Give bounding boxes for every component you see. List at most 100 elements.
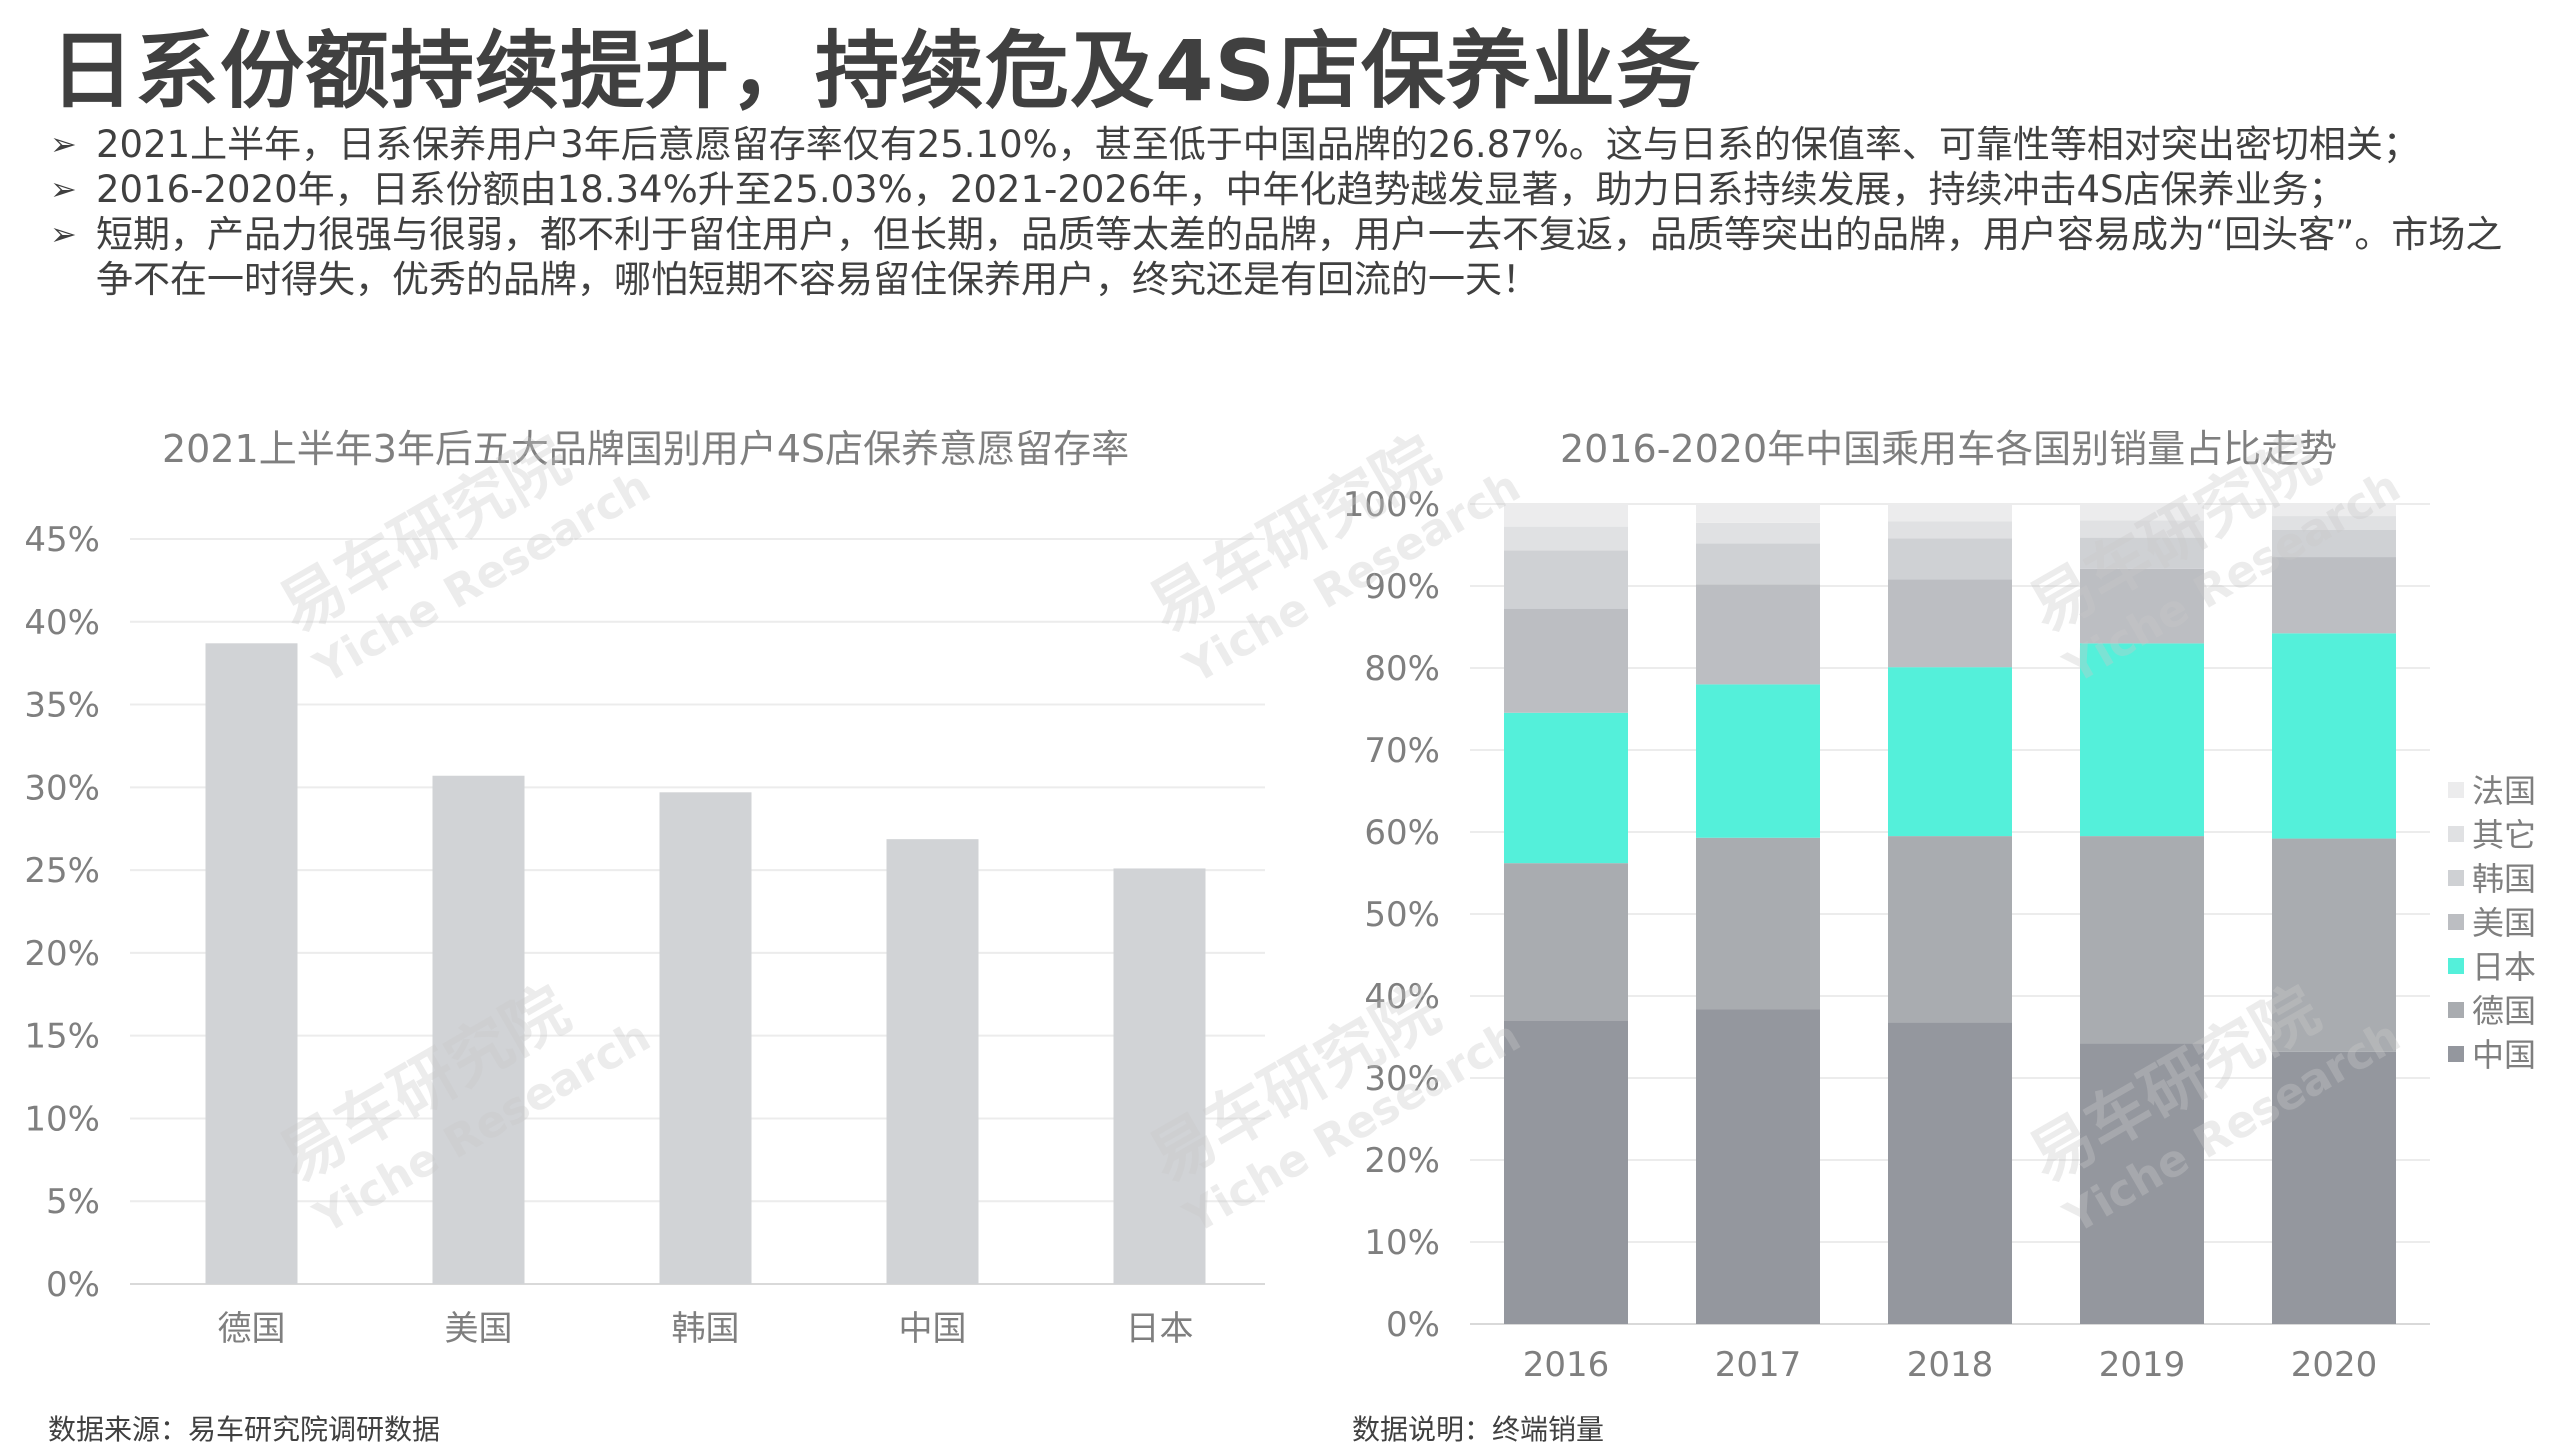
x-tick-label: 中国 xyxy=(899,1309,967,1349)
page-title: 日系份额持续提升，持续危及4S店保养业务 xyxy=(50,22,1701,120)
y-tick-label: 60% xyxy=(1364,813,1440,853)
stacked-segment xyxy=(1696,522,1820,544)
stacked-segment xyxy=(2080,504,2204,521)
stacked-segment xyxy=(1504,863,1628,1021)
stacked-segment xyxy=(2080,568,2204,644)
stacked-segment xyxy=(1696,837,1820,1010)
y-tick-label: 100% xyxy=(1343,485,1440,525)
bar xyxy=(1113,868,1206,1284)
y-tick-label: 10% xyxy=(24,1099,100,1139)
legend-label: 韩国 xyxy=(2472,860,2536,898)
stacked-segment xyxy=(1504,550,1628,609)
y-tick-label: 35% xyxy=(24,686,100,726)
x-tick-label: 2019 xyxy=(2099,1345,2186,1380)
stacked-segment xyxy=(1504,712,1628,864)
stacked-segment xyxy=(1504,608,1628,713)
stacked-segment xyxy=(2272,504,2396,517)
stacked-segment xyxy=(2272,633,2396,839)
legend-swatch xyxy=(2448,826,2464,842)
bullet-item: ➢ 2021上半年，日系保养用户3年后意愿留存率仅有25.10%，甚至低于中国品… xyxy=(50,122,2530,167)
y-tick-label: 25% xyxy=(24,851,100,891)
stacked-segment xyxy=(2272,516,2396,530)
y-tick-label: 50% xyxy=(1364,895,1440,935)
arrow-icon: ➢ xyxy=(50,215,77,253)
stacked-segment xyxy=(1696,543,1820,585)
y-tick-label: 5% xyxy=(46,1182,100,1222)
bullet-item: ➢ 短期，产品力很强与很弱，都不利于留住用户，但长期，品质等太差的品牌，用户一去… xyxy=(50,212,2530,302)
stacked-segment xyxy=(1504,1020,1628,1324)
stacked-segment xyxy=(2080,1043,2204,1324)
y-tick-label: 80% xyxy=(1364,649,1440,689)
bar xyxy=(432,775,525,1284)
stacked-segment xyxy=(1696,584,1820,685)
stacked-segment xyxy=(1504,504,1628,527)
stacked-segment xyxy=(1888,538,2012,580)
y-tick-label: 20% xyxy=(24,934,100,974)
legend-label: 中国 xyxy=(2472,1036,2536,1074)
stacked-segment xyxy=(1888,1022,2012,1324)
y-tick-label: 0% xyxy=(46,1265,100,1305)
y-tick-label: 0% xyxy=(1386,1305,1440,1345)
arrow-icon: ➢ xyxy=(50,125,77,163)
stacked-segment xyxy=(2272,1051,2396,1324)
sales-share-stacked-chart: 0% 10% 20% 30% 40% 50% 60% 70% 80% 90% 100% 2016 201… xyxy=(1343,485,2536,1380)
stacked-segment xyxy=(2080,836,2204,1044)
y-tick-label: 10% xyxy=(1364,1223,1440,1263)
y-tick-label: 30% xyxy=(24,768,100,808)
arrow-icon: ➢ xyxy=(50,170,77,208)
stacked-segment xyxy=(2272,557,2396,634)
x-tick-label: 2016 xyxy=(1523,1345,1610,1380)
legend-label: 德国 xyxy=(2472,992,2536,1030)
bar xyxy=(659,792,752,1284)
y-tick-label: 70% xyxy=(1364,731,1440,771)
stacked-segment xyxy=(2272,838,2396,1052)
data-description-note: 数据说明：终端销量 xyxy=(1352,1413,1605,1446)
stacked-segment xyxy=(1504,526,1628,551)
y-tick-label: 20% xyxy=(1364,1141,1440,1181)
x-tick-label: 日本 xyxy=(1126,1309,1194,1349)
stacked-segment xyxy=(2080,537,2204,569)
x-tick-label: 美国 xyxy=(445,1309,513,1349)
right-chart-title: 2016-2020年中国乘用车各国别销量占比走势 xyxy=(1560,427,2338,471)
legend-label: 美国 xyxy=(2472,904,2536,942)
retention-bar-chart: 0% 5% 10% 15% 20% 25% 30% 35% 40% 45% 德国 美国 韩国 中国 日本 xyxy=(24,520,1265,1349)
legend-swatch xyxy=(2448,870,2464,886)
bullet-item: ➢ 2016-2020年，日系份额由18.34%升至25.03%，2021-20… xyxy=(50,167,2530,212)
y-tick-label: 40% xyxy=(24,603,100,643)
bar xyxy=(886,839,979,1284)
bullet-list: ➢ 2021上半年，日系保养用户3年后意愿留存率仅有25.10%，甚至低于中国品… xyxy=(50,122,2530,302)
y-tick-label: 45% xyxy=(24,520,100,560)
stacked-segment xyxy=(1888,579,2012,668)
bullet-text: 短期，产品力很强与很弱，都不利于留住用户，但长期，品质等太差的品牌，用户一去不复… xyxy=(96,213,2503,301)
legend-swatch xyxy=(2448,782,2464,798)
bullet-text: 2021上半年，日系保养用户3年后意愿留存率仅有25.10%，甚至低于中国品牌的… xyxy=(96,123,2420,166)
legend-swatch xyxy=(2448,1046,2464,1062)
stacked-segment xyxy=(1888,667,2012,837)
x-tick-label: 2018 xyxy=(1907,1345,1994,1380)
legend-label: 法国 xyxy=(2472,772,2536,810)
legend-label: 日本 xyxy=(2472,948,2536,986)
y-tick-label: 15% xyxy=(24,1017,100,1057)
bullet-text: 2016-2020年，日系份额由18.34%升至25.03%，2021-2026… xyxy=(96,168,2346,211)
legend-swatch xyxy=(2448,1002,2464,1018)
legend-swatch xyxy=(2448,958,2464,974)
y-tick-label: 40% xyxy=(1364,977,1440,1017)
stacked-segment xyxy=(1696,684,1820,838)
x-tick-label: 韩国 xyxy=(672,1309,740,1349)
stacked-segment xyxy=(2080,520,2204,538)
stacked-segment xyxy=(1696,504,1820,523)
stacked-segment xyxy=(2080,643,2204,837)
legend-label: 其它 xyxy=(2472,816,2536,854)
data-source-note: 数据来源：易车研究院调研数据 xyxy=(48,1413,441,1446)
stacked-segment xyxy=(1888,521,2012,539)
left-chart-title: 2021上半年3年后五大品牌国别用户4S店保养意愿留存率 xyxy=(162,427,1130,471)
stacked-segment xyxy=(1888,504,2012,522)
stacked-segment xyxy=(1888,836,2012,1023)
stacked-segment xyxy=(1696,1009,1820,1324)
x-tick-label: 2020 xyxy=(2291,1345,2378,1380)
x-tick-label: 2017 xyxy=(1715,1345,1802,1380)
y-tick-label: 90% xyxy=(1364,567,1440,607)
bar xyxy=(205,643,298,1284)
legend-swatch xyxy=(2448,914,2464,930)
y-tick-label: 30% xyxy=(1364,1059,1440,1099)
